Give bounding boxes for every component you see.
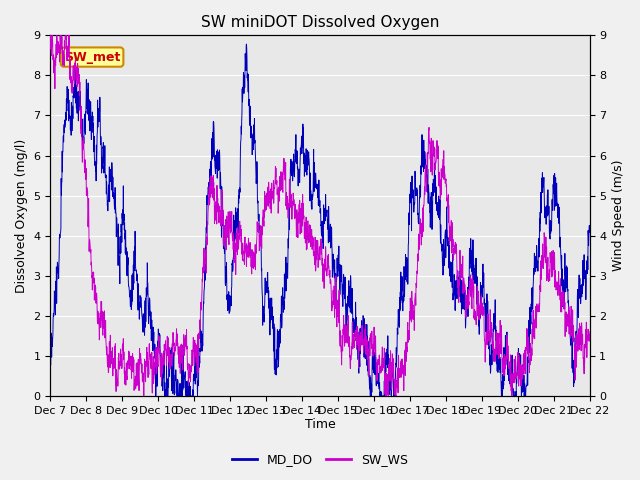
Y-axis label: Wind Speed (m/s): Wind Speed (m/s)	[612, 160, 625, 271]
Title: SW miniDOT Dissolved Oxygen: SW miniDOT Dissolved Oxygen	[201, 15, 439, 30]
Y-axis label: Dissolved Oxygen (mg/l): Dissolved Oxygen (mg/l)	[15, 139, 28, 293]
Text: SW_met: SW_met	[64, 50, 120, 63]
X-axis label: Time: Time	[305, 419, 335, 432]
Legend: MD_DO, SW_WS: MD_DO, SW_WS	[227, 448, 413, 471]
